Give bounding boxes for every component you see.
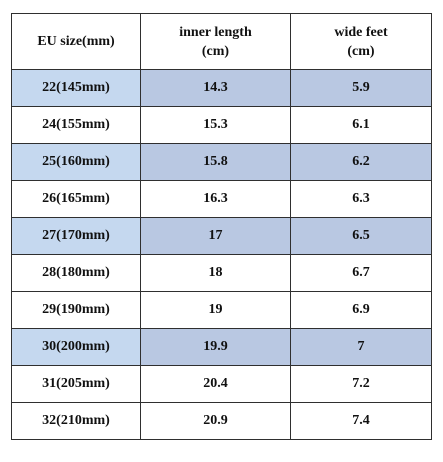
- table-row: 30(200mm) 19.9 7: [11, 328, 432, 366]
- header-eu-size-label: EU size(mm): [37, 34, 115, 49]
- size-cell: 22(145mm): [11, 69, 141, 107]
- inner-length-cell: 16.3: [140, 180, 291, 218]
- size-cell: 25(160mm): [11, 143, 141, 181]
- inner-length-cell: 20.9: [140, 402, 291, 440]
- table-row: 28(180mm) 18 6.7: [11, 254, 432, 292]
- table-row: 26(165mm) 16.3 6.3: [11, 180, 432, 218]
- table-row: 22(145mm) 14.3 5.9: [11, 69, 432, 107]
- table-row: 24(155mm) 15.3 6.1: [11, 106, 432, 144]
- size-cell: 26(165mm): [11, 180, 141, 218]
- wide-feet-cell: 7.4: [290, 402, 432, 440]
- wide-feet-cell: 6.9: [290, 291, 432, 329]
- header-inner-length-unit: (cm): [201, 43, 230, 59]
- header-wide-feet-label: wide feet: [334, 24, 388, 40]
- wide-feet-cell: 6.3: [290, 180, 432, 218]
- size-cell: 30(200mm): [11, 328, 141, 366]
- inner-length-cell: 15.8: [140, 143, 291, 181]
- wide-feet-cell: 7: [290, 328, 432, 366]
- wide-feet-cell: 6.1: [290, 106, 432, 144]
- wide-feet-cell: 6.2: [290, 143, 432, 181]
- inner-length-cell: 15.3: [140, 106, 291, 144]
- inner-length-cell: 17: [140, 217, 291, 255]
- size-chart-table: EU size(mm) inner length (cm) wide feet …: [11, 13, 432, 440]
- size-cell: 28(180mm): [11, 254, 141, 292]
- header-row: EU size(mm) inner length (cm) wide feet …: [11, 13, 432, 70]
- size-cell: 24(155mm): [11, 106, 141, 144]
- header-wide-feet: wide feet (cm): [290, 13, 432, 70]
- size-cell: 29(190mm): [11, 291, 141, 329]
- table-row: 25(160mm) 15.8 6.2: [11, 143, 432, 181]
- wide-feet-cell: 6.5: [290, 217, 432, 255]
- inner-length-cell: 18: [140, 254, 291, 292]
- inner-length-cell: 19.9: [140, 328, 291, 366]
- wide-feet-cell: 7.2: [290, 365, 432, 403]
- header-eu-size: EU size(mm): [11, 13, 141, 70]
- table-row: 29(190mm) 19 6.9: [11, 291, 432, 329]
- wide-feet-cell: 6.7: [290, 254, 432, 292]
- header-wide-feet-unit: (cm): [347, 43, 375, 59]
- header-inner-length: inner length (cm): [140, 13, 291, 70]
- size-cell: 31(205mm): [11, 365, 141, 403]
- size-cell: 27(170mm): [11, 217, 141, 255]
- table-row: 27(170mm) 17 6.5: [11, 217, 432, 255]
- table-row: 31(205mm) 20.4 7.2: [11, 365, 432, 403]
- inner-length-cell: 19: [140, 291, 291, 329]
- table-row: 32(210mm) 20.9 7.4: [11, 402, 432, 440]
- wide-feet-cell: 5.9: [290, 69, 432, 107]
- inner-length-cell: 20.4: [140, 365, 291, 403]
- inner-length-cell: 14.3: [140, 69, 291, 107]
- header-inner-length-label: inner length: [179, 24, 252, 40]
- size-cell: 32(210mm): [11, 402, 141, 440]
